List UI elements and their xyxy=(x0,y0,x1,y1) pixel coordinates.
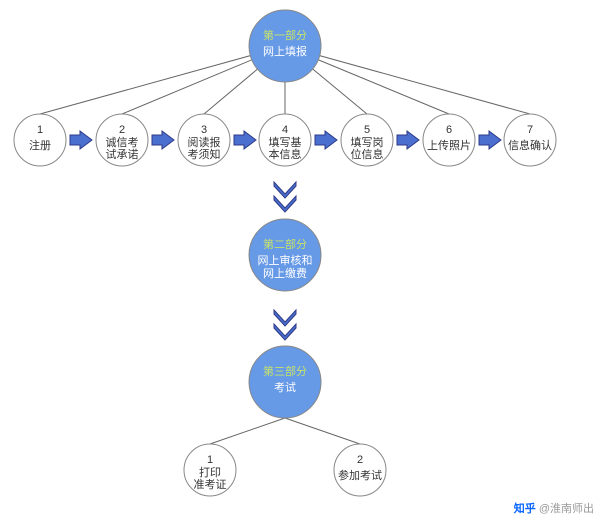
step-node-label: 位信息 xyxy=(351,147,384,161)
arrow-right-icon xyxy=(234,131,256,149)
arrow-right-icon xyxy=(479,131,501,149)
main-node-part3: 第三部分考试 xyxy=(249,346,321,418)
main-node-body: 网上缴费 xyxy=(263,266,307,280)
main-node-part1: 第一部分网上填报 xyxy=(249,10,321,82)
step-node-label: 本信息 xyxy=(269,147,302,161)
arrow-right-icon xyxy=(152,131,174,149)
bottom-node: 1打印准考证 xyxy=(184,444,236,496)
arrow-down-icon xyxy=(274,182,296,198)
watermark-logo: 知乎 xyxy=(514,503,536,515)
step-node-number: 3 xyxy=(201,124,207,136)
bottom-node-number: 2 xyxy=(357,454,363,466)
bottom-node-label: 参加考试 xyxy=(338,468,382,482)
step-node-label: 填写岗 xyxy=(351,135,384,149)
tree-edge xyxy=(285,418,360,444)
arrow-right-icon xyxy=(397,131,419,149)
step-node-label: 诚信考 xyxy=(106,136,139,149)
bottom-node-number: 1 xyxy=(207,454,213,466)
step-node: 2诚信考试承诺 xyxy=(96,114,148,166)
arrow-right-icon xyxy=(70,131,92,149)
flowchart-canvas: 第一部分网上填报第二部分网上审核和网上缴费第三部分考试 1注册2诚信考试承诺3阅… xyxy=(0,0,600,520)
main-node-title: 第三部分 xyxy=(263,364,307,378)
step-node-number: 4 xyxy=(282,124,288,136)
step-node: 1 注册 xyxy=(14,114,66,166)
tree-edge xyxy=(285,46,530,114)
arrow-down-icon xyxy=(274,310,296,326)
bottom-node-label: 准考证 xyxy=(194,478,227,491)
step-node-label: 考须知 xyxy=(188,147,221,161)
step-node-label: 信息确认 xyxy=(508,138,552,152)
step-node: 6 上传照片 xyxy=(423,114,475,166)
step-node-number: 5 xyxy=(364,124,370,136)
step-node-label: 阅读报 xyxy=(188,135,221,149)
step-node: 4填写基本信息 xyxy=(259,114,311,166)
step-node-number: 2 xyxy=(119,124,125,136)
main-node-part2: 第二部分网上审核和网上缴费 xyxy=(249,219,321,291)
step-node-label: 填写基 xyxy=(269,135,302,149)
step-node: 5填写岗位信息 xyxy=(341,114,393,166)
tree-edge xyxy=(40,46,285,114)
watermark: 知乎 @淮南师出 xyxy=(514,500,594,516)
bottom-node: 2 参加考试 xyxy=(334,444,386,496)
watermark-author: @淮南师出 xyxy=(539,503,594,515)
tree-edge xyxy=(210,418,285,444)
step-node: 7 信息确认 xyxy=(504,114,556,166)
main-node-body: 网上填报 xyxy=(263,44,307,58)
step-node-label: 上传照片 xyxy=(427,139,471,152)
step-node-number: 7 xyxy=(527,124,533,136)
step-node-label: 注册 xyxy=(29,138,51,152)
main-node-title: 第一部分 xyxy=(263,28,307,42)
step-node: 3阅读报考须知 xyxy=(178,114,230,166)
step-node-number: 1 xyxy=(37,124,43,136)
step-node-number: 6 xyxy=(446,124,452,136)
main-node-title: 第二部分 xyxy=(263,237,307,251)
main-node-body: 考试 xyxy=(274,381,296,394)
main-node-body: 网上审核和 xyxy=(258,253,313,267)
step-node-label: 试承诺 xyxy=(106,148,139,161)
arrow-right-icon xyxy=(315,131,337,149)
bottom-node-label: 打印 xyxy=(199,465,221,479)
